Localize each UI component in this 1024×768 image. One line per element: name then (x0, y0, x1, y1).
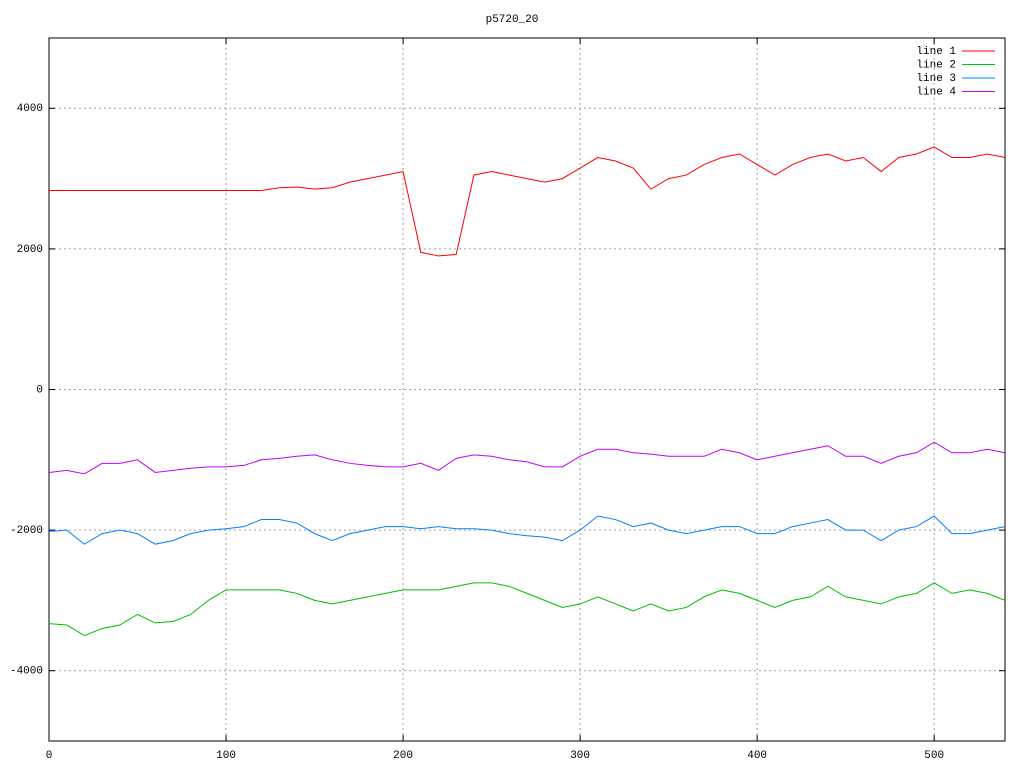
chart-title: p5720_20 (486, 14, 539, 26)
data-line (48, 582, 1006, 637)
x-tick-label: 500 (924, 750, 944, 762)
x-tick-label: 200 (393, 750, 413, 762)
plot-border (48, 37, 1006, 742)
legend-label: line 2 (916, 59, 956, 71)
y-tick-label: 0 (36, 384, 43, 396)
y-tick-label: -2000 (10, 525, 43, 537)
legend-label: line 1 (916, 46, 956, 58)
legend-label: line 3 (916, 73, 956, 85)
y-tick-label: 4000 (17, 103, 43, 115)
y-tick-label: 2000 (17, 244, 43, 256)
data-line (48, 515, 1006, 545)
data-line (48, 441, 1006, 475)
x-tick-label: 0 (46, 750, 53, 762)
data-line (49, 146, 1006, 257)
x-tick-label: 300 (570, 750, 590, 762)
legend-label: line 4 (916, 86, 956, 98)
x-tick-label: 400 (747, 750, 767, 762)
y-tick-label: -4000 (10, 666, 43, 678)
x-tick-label: 100 (216, 750, 236, 762)
